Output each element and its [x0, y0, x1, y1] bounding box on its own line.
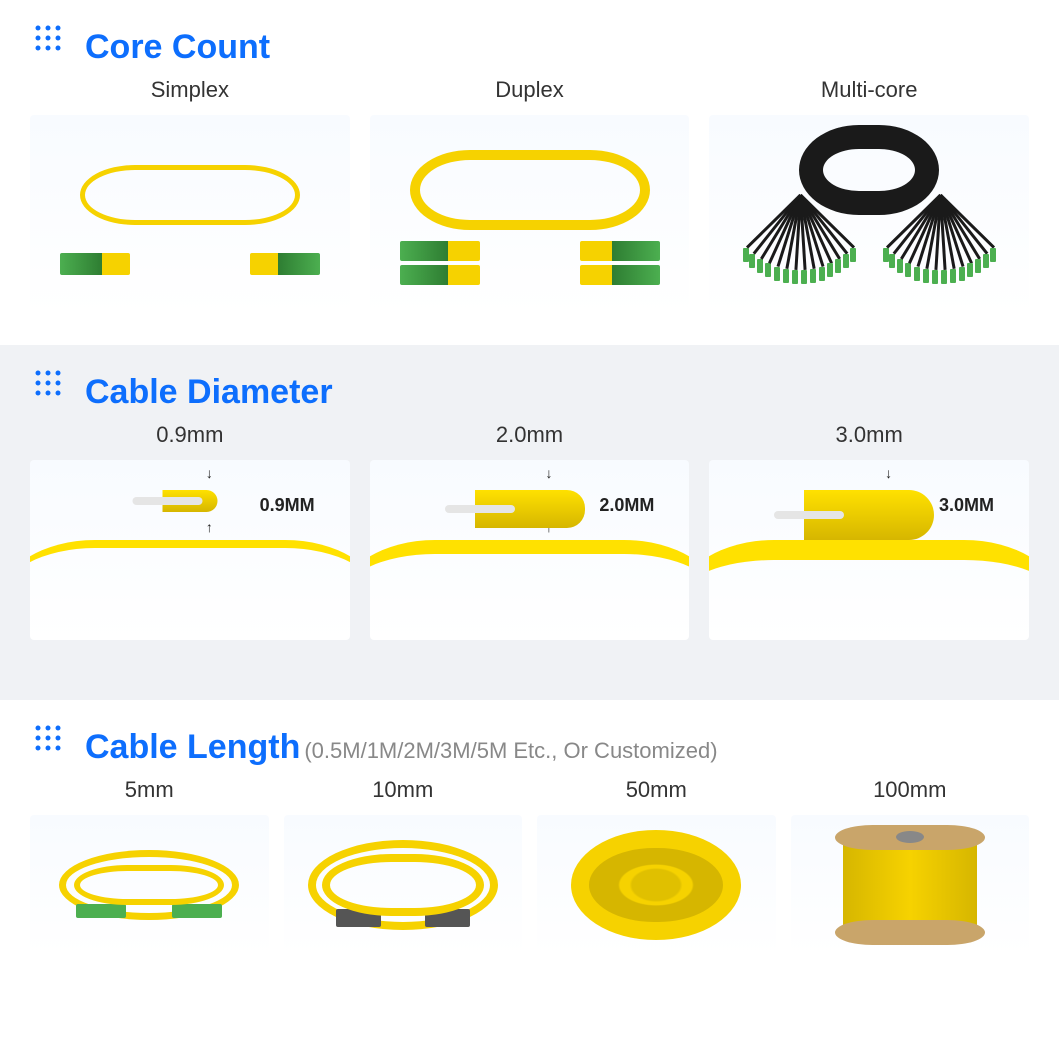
- card-09mm: 0.9mm 0.9MM: [30, 422, 350, 640]
- card-duplex: Duplex: [370, 77, 690, 315]
- dim-callout: 2.0MM: [599, 495, 654, 516]
- diameter-20-image: 2.0MM: [370, 460, 690, 640]
- card-30mm: 3.0mm 3.0MM: [709, 422, 1029, 640]
- core-count-grid: Simplex Duplex Multi-core: [0, 77, 1059, 345]
- section-cable-diameter: Cable Diameter 0.9mm 0.9MM 2.0mm 2.0MM: [0, 345, 1059, 700]
- section-title: Core Count: [85, 28, 270, 67]
- section-header: Cable Length (0.5M/1M/2M/3M/5M Etc., Or …: [0, 700, 1059, 777]
- diameter-grid: 0.9mm 0.9MM 2.0mm 2.0MM: [0, 422, 1059, 670]
- dots-icon: [30, 365, 70, 405]
- card-label: Multi-core: [821, 77, 918, 103]
- diameter-09-image: 0.9MM: [30, 460, 350, 640]
- section-subtitle: (0.5M/1M/2M/3M/5M Etc., Or Customized): [304, 738, 717, 764]
- card-10mm: 10mm: [284, 777, 523, 955]
- card-multicore: Multi-core: [709, 77, 1029, 315]
- card-simplex: Simplex: [30, 77, 350, 315]
- card-label: 3.0mm: [836, 422, 903, 448]
- section-title: Cable Length: [85, 728, 300, 767]
- length-100-image: [791, 815, 1030, 955]
- card-100mm: 100mm: [791, 777, 1030, 955]
- duplex-image: [370, 115, 690, 315]
- dots-icon: [30, 720, 70, 760]
- length-5-image: [30, 815, 269, 955]
- dim-callout: 0.9MM: [260, 495, 315, 516]
- simplex-image: [30, 115, 350, 315]
- card-label: Simplex: [151, 77, 229, 103]
- card-label: Duplex: [495, 77, 563, 103]
- card-5mm: 5mm: [30, 777, 269, 955]
- dim-callout: 3.0MM: [939, 495, 994, 516]
- card-label: 100mm: [873, 777, 946, 803]
- card-label: 50mm: [626, 777, 687, 803]
- section-title: Cable Diameter: [85, 373, 333, 412]
- length-grid: 5mm 10mm 50mm 100mm: [0, 777, 1059, 975]
- card-label: 0.9mm: [156, 422, 223, 448]
- card-50mm: 50mm: [537, 777, 776, 955]
- section-header: Core Count: [0, 0, 1059, 77]
- dots-icon: [30, 20, 70, 60]
- card-20mm: 2.0mm 2.0MM: [370, 422, 690, 640]
- card-label: 5mm: [125, 777, 174, 803]
- multicore-image: [709, 115, 1029, 315]
- length-10-image: [284, 815, 523, 955]
- section-cable-length: Cable Length (0.5M/1M/2M/3M/5M Etc., Or …: [0, 700, 1059, 975]
- card-label: 2.0mm: [496, 422, 563, 448]
- section-header: Cable Diameter: [0, 345, 1059, 422]
- card-label: 10mm: [372, 777, 433, 803]
- section-core-count: Core Count Simplex Duplex Multi-core: [0, 0, 1059, 345]
- diameter-30-image: 3.0MM: [709, 460, 1029, 640]
- length-50-image: [537, 815, 776, 955]
